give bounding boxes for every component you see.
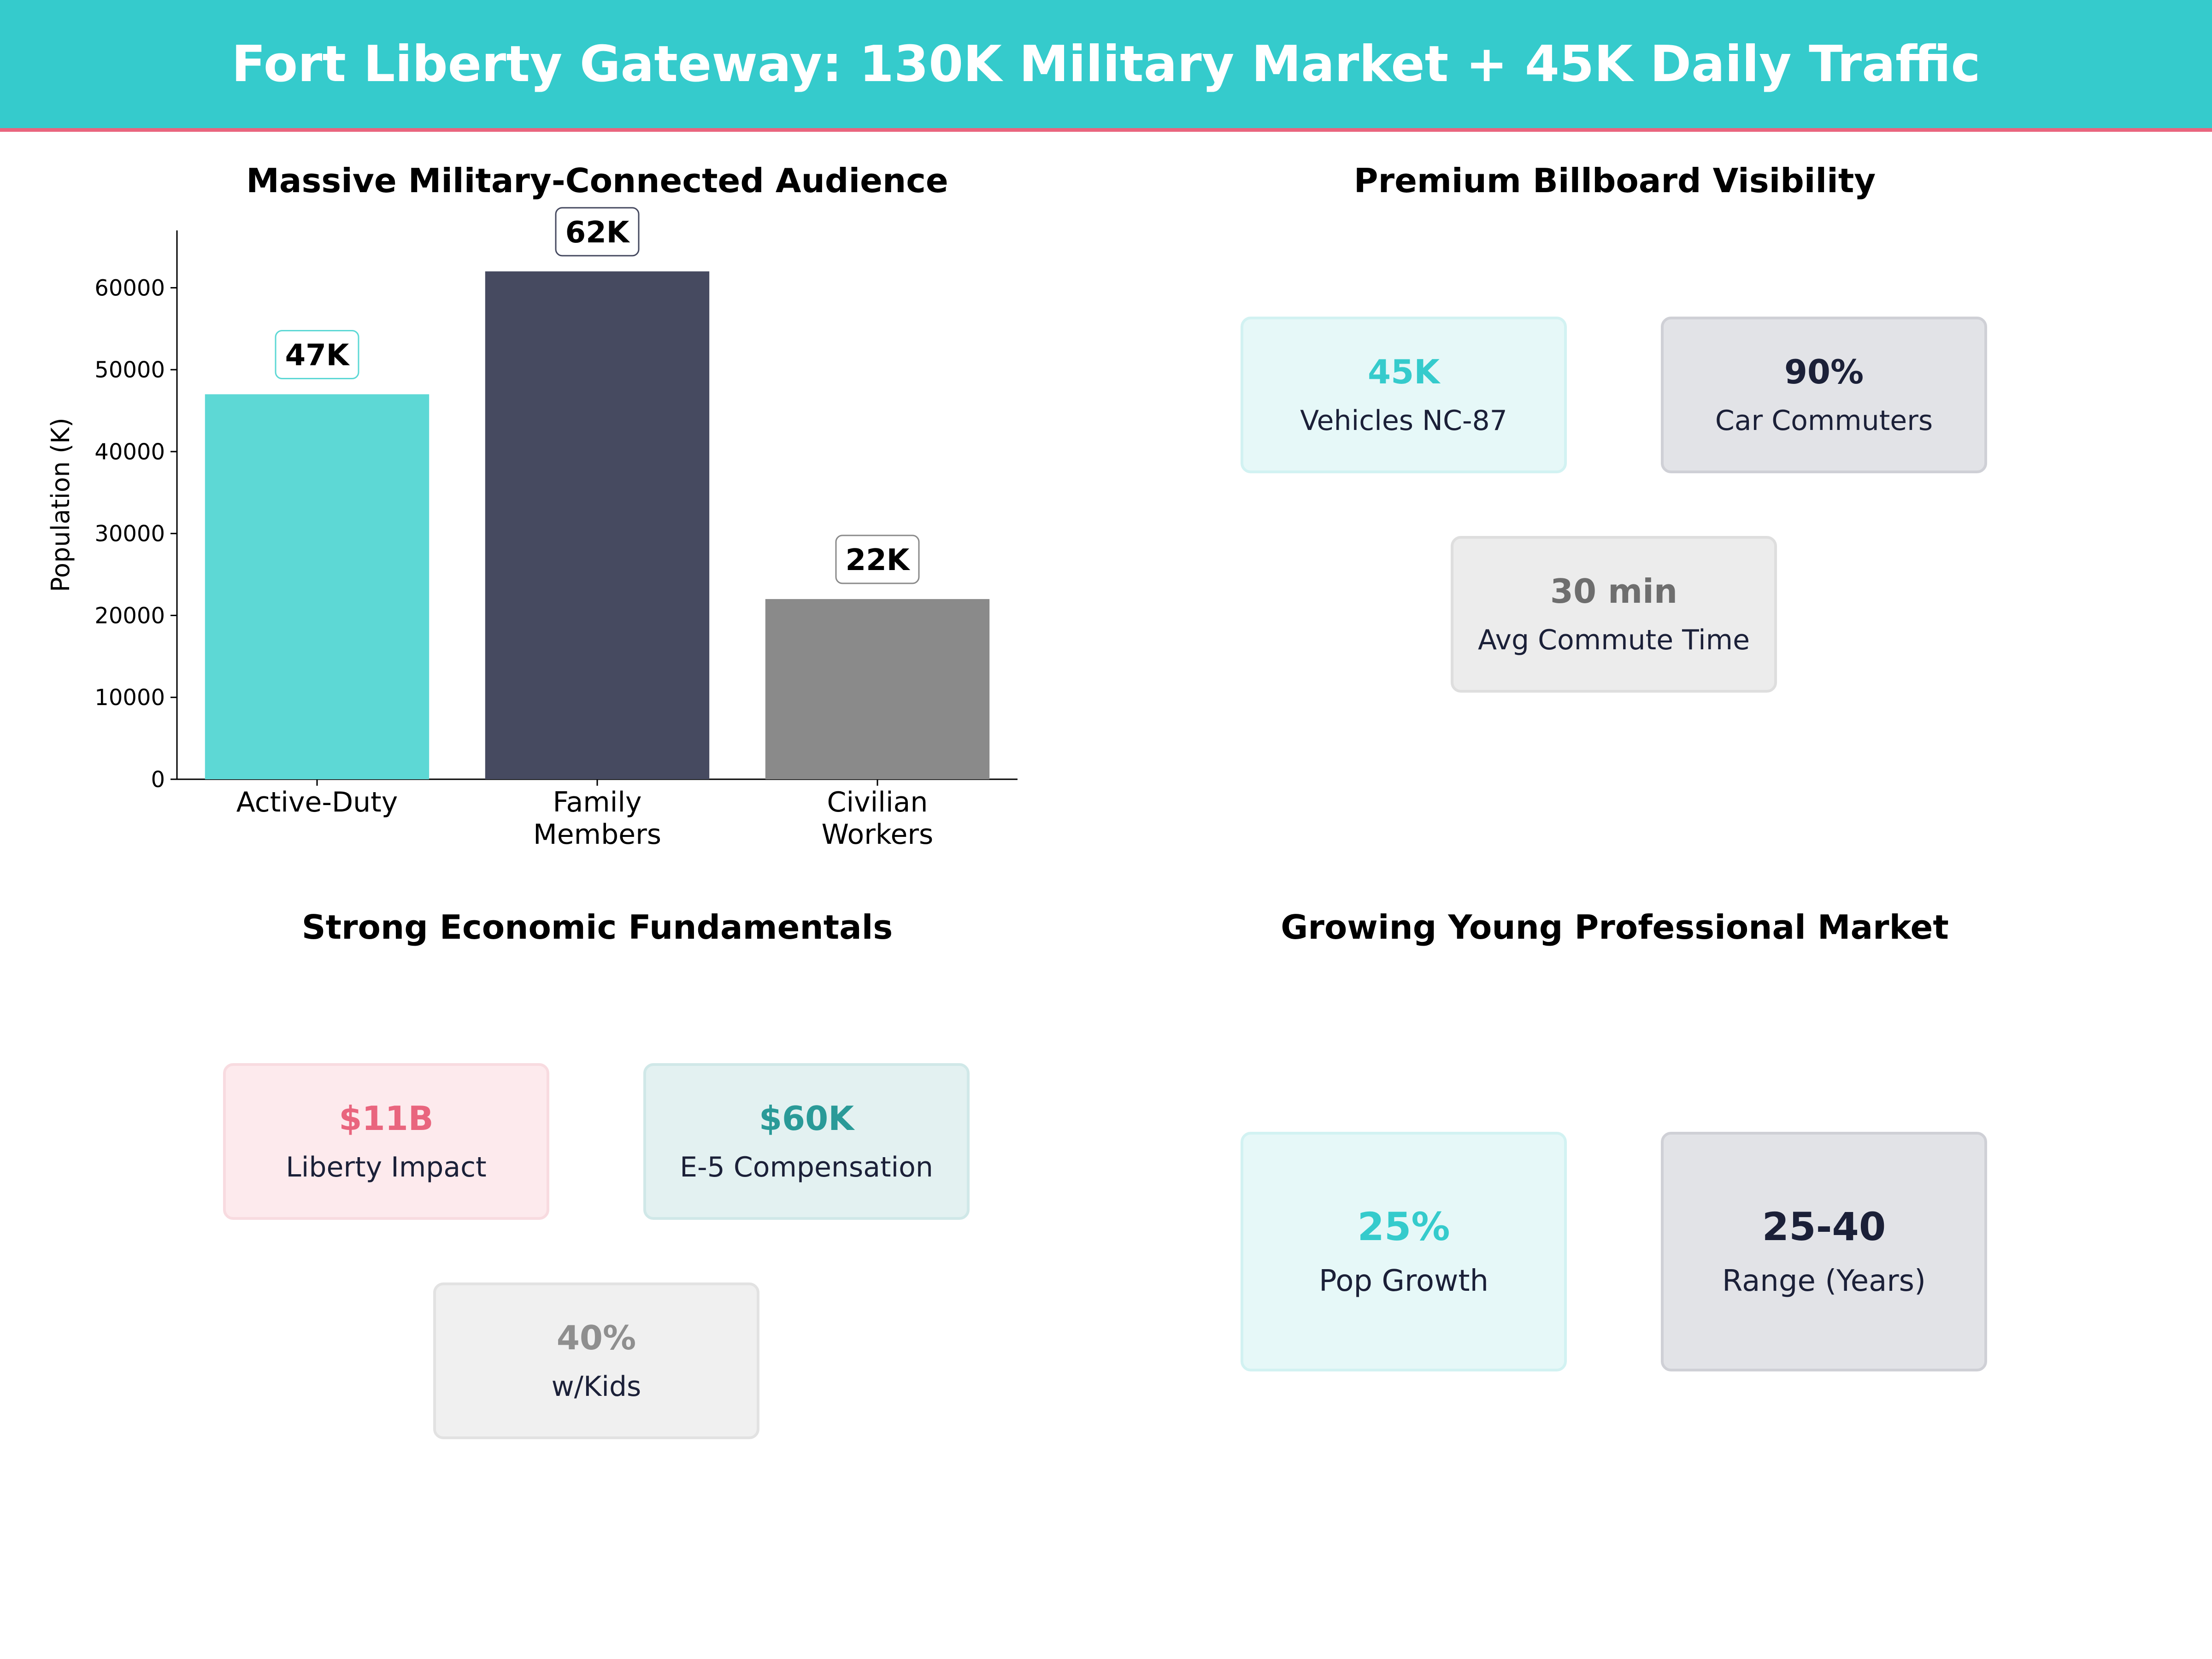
young-title: Growing Young Professional Market	[1281, 908, 1949, 947]
compensation-label: E-5 Compensation	[680, 1151, 933, 1183]
data-label: 62K	[565, 216, 630, 250]
commuters-label: Car Commuters	[1715, 405, 1933, 437]
y-axis-label: Population (K)	[46, 418, 75, 592]
y-tick-label: 60000	[94, 275, 165, 301]
vehicles-label: Vehicles NC-87	[1300, 405, 1507, 437]
age-range-value: 25-40	[1762, 1204, 1886, 1249]
chart-title: Massive Military-Connected Audience	[246, 161, 948, 200]
impact-value: $11B	[339, 1099, 434, 1138]
x-tick-label-line: Members	[533, 818, 661, 851]
age-range-card: 25-40 Range (Years)	[1661, 1132, 1987, 1371]
bar-1	[485, 271, 710, 779]
data-label-box	[835, 535, 920, 584]
commute-time-label: Avg Commute Time	[1477, 624, 1750, 656]
bar-2	[765, 599, 990, 779]
y-tick-label: 50000	[94, 357, 165, 383]
vehicles-card: 45K Vehicles NC-87	[1241, 317, 1567, 473]
y-tick-label: 30000	[94, 521, 165, 547]
vehicles-value: 45K	[1368, 353, 1440, 391]
visibility-title: Premium Billboard Visibility	[1353, 161, 1876, 200]
y-tick-label: 40000	[94, 439, 165, 465]
impact-label: Liberty Impact	[286, 1151, 487, 1183]
y-tick-label: 20000	[94, 603, 165, 629]
header-accent-line	[0, 128, 2212, 132]
x-tick-label: Active-Duty	[236, 786, 398, 818]
age-range-label: Range (Years)	[1722, 1264, 1926, 1298]
commute-time-value: 30 min	[1550, 572, 1678, 611]
kids-card: 40% w/Kids	[433, 1282, 759, 1439]
growth-card: 25% Pop Growth	[1241, 1132, 1567, 1371]
x-tick-label: Family Members	[533, 786, 661, 851]
bar-0	[205, 394, 429, 779]
page-title: Fort Liberty Gateway: 130K Military Mark…	[231, 35, 1981, 93]
x-tick-label-line: Workers	[822, 818, 934, 851]
x-tick-label: Civilian Workers	[822, 786, 934, 851]
data-label-box	[275, 330, 359, 380]
data-label-box	[555, 207, 640, 257]
commute-time-card: 30 min Avg Commute Time	[1451, 536, 1777, 693]
compensation-value: $60K	[759, 1099, 854, 1138]
growth-value: 25%	[1357, 1204, 1450, 1249]
x-tick-label-line: Family	[553, 786, 641, 818]
y-tick-label: 10000	[94, 685, 165, 711]
x-tick-label-line: Active-Duty	[236, 786, 398, 818]
kids-label: w/Kids	[551, 1371, 641, 1403]
economic-title: Strong Economic Fundamentals	[301, 908, 893, 947]
kids-value: 40%	[556, 1318, 636, 1357]
growth-label: Pop Growth	[1318, 1264, 1489, 1298]
commuters-value: 90%	[1784, 353, 1864, 391]
data-label: 22K	[846, 543, 911, 577]
impact-card: $11B Liberty Impact	[223, 1063, 549, 1220]
y-tick-label: 0	[151, 767, 165, 793]
data-label: 47K	[285, 339, 350, 373]
x-tick-label-line: Civilian	[827, 786, 928, 818]
commuters-card: 90% Car Commuters	[1661, 317, 1987, 473]
compensation-card: $60K E-5 Compensation	[643, 1063, 970, 1220]
page-header: Fort Liberty Gateway: 130K Military Mark…	[0, 0, 2212, 128]
